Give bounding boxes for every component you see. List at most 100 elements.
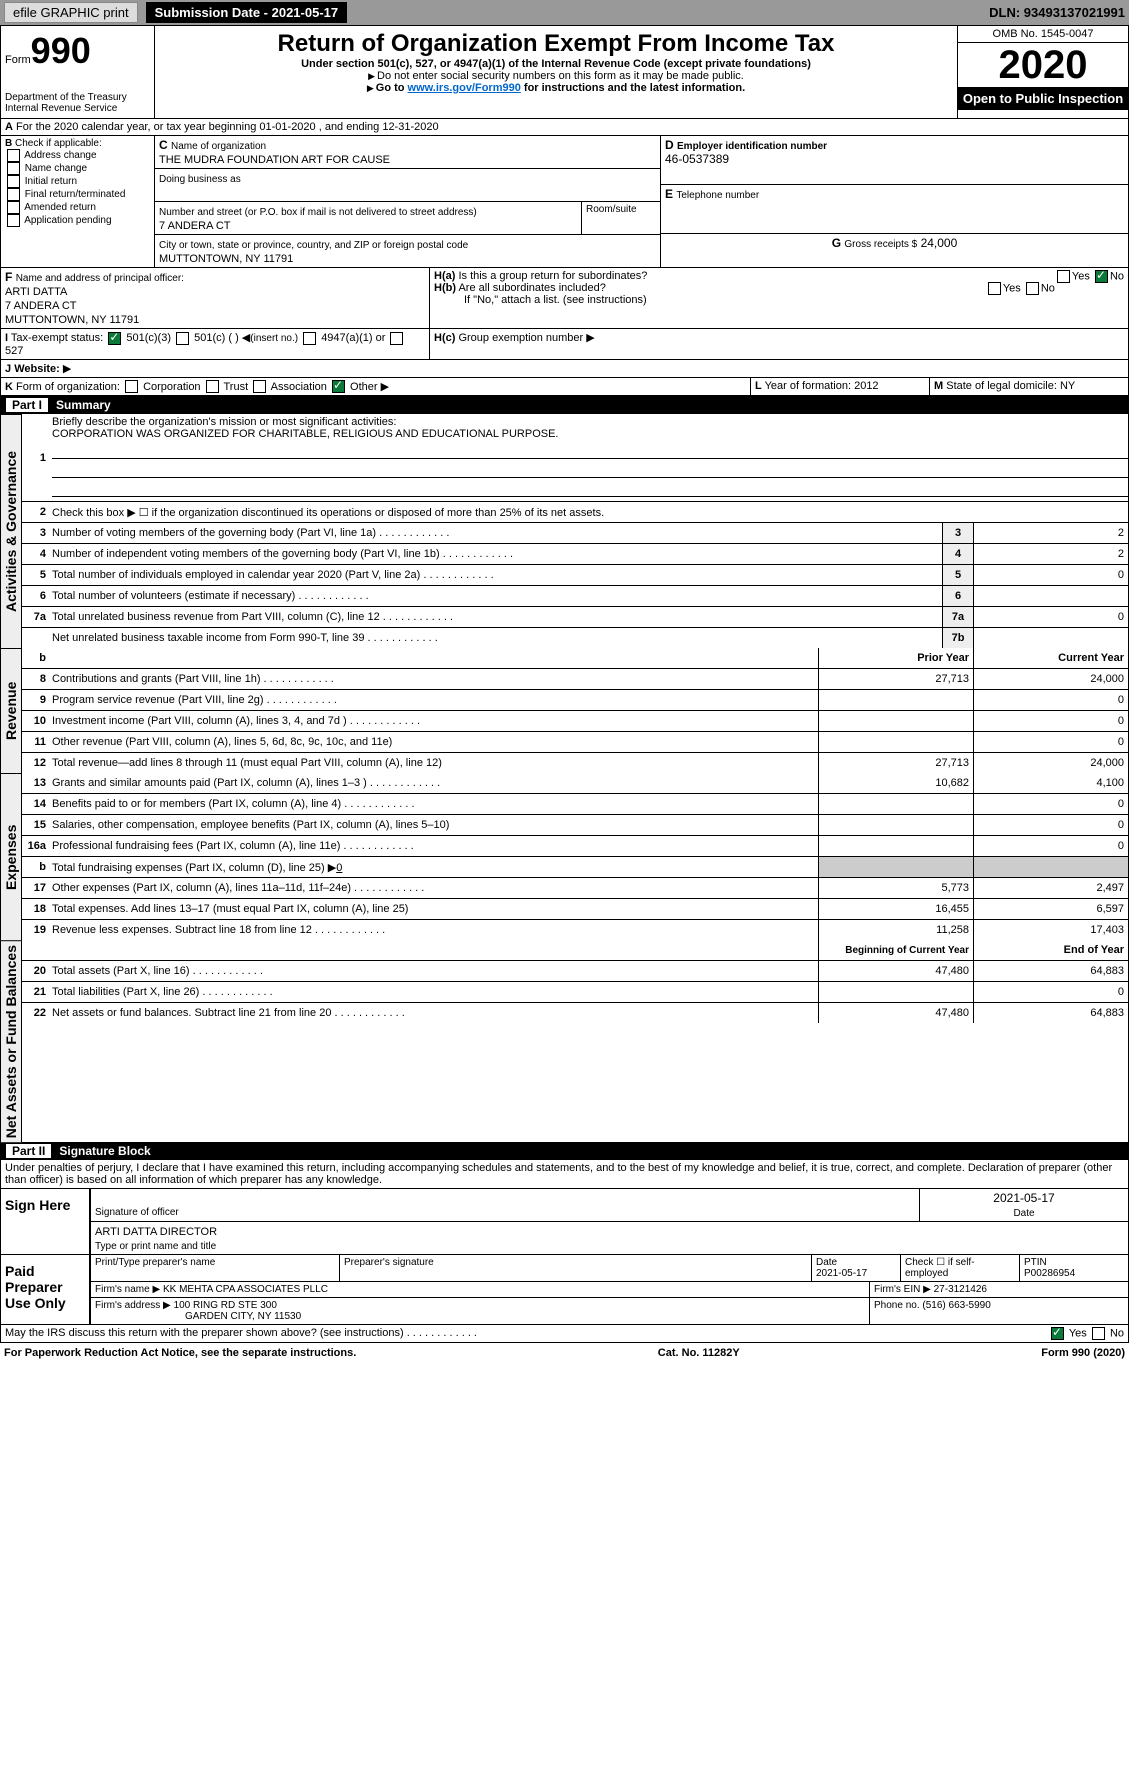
b-label: Check if applicable:: [15, 138, 102, 149]
submission-date: Submission Date - 2021-05-17: [146, 2, 348, 23]
l20: Total assets (Part X, line 16): [52, 963, 818, 979]
l4: Number of independent voting members of …: [52, 546, 942, 562]
l18: Total expenses. Add lines 13–17 (must eq…: [52, 901, 818, 917]
paid-preparer: Paid Preparer Use Only: [1, 1255, 89, 1324]
l6v: [973, 586, 1128, 606]
phone: (516) 663-5990: [922, 1300, 990, 1311]
hb-yes[interactable]: [988, 282, 1001, 295]
m-label: State of legal domicile:: [946, 380, 1057, 392]
state: NY: [1060, 380, 1075, 392]
tax-year: 2020: [958, 43, 1128, 87]
d-label: Employer identification number: [677, 141, 827, 152]
sub3b: for instructions and the latest informat…: [521, 82, 745, 94]
page-footer: For Paperwork Reduction Act Notice, see …: [0, 1343, 1129, 1363]
cb-assoc[interactable]: [253, 380, 266, 393]
addr: 7 ANDERA CT: [159, 220, 231, 232]
l22: Net assets or fund balances. Subtract li…: [52, 1005, 818, 1021]
section-a: For the 2020 calendar year, or tax year …: [16, 121, 439, 133]
faddr-label: Firm's address: [95, 1300, 160, 1311]
officer-city: MUTTONTOWN, NY 11791: [5, 314, 139, 326]
firm-label: Firm's name: [95, 1284, 150, 1295]
cb-init[interactable]: [7, 175, 20, 188]
g-label: Gross receipts $: [844, 239, 917, 250]
side-net: Net Assets or Fund Balances: [0, 940, 22, 1142]
open-public: Open to Public Inspection: [958, 87, 1128, 110]
ein-label: Firm's EIN: [874, 1284, 920, 1295]
cb-amend[interactable]: [7, 201, 20, 214]
part1-bar: Part ISummary: [0, 396, 1129, 414]
l16bv: 0: [336, 862, 342, 874]
sig-date-label: Date: [1013, 1208, 1034, 1219]
year-formation: 2012: [854, 380, 878, 392]
l6: Total number of volunteers (estimate if …: [52, 588, 942, 604]
phone-label: Phone no.: [874, 1300, 920, 1311]
l9: Program service revenue (Part VIII, line…: [52, 692, 818, 708]
firm-ein: 27-3121426: [934, 1284, 987, 1295]
form-header: Form990 Department of the Treasury Inter…: [0, 25, 1129, 119]
dln: DLN: 93493137021991: [989, 5, 1125, 20]
side-expenses: Expenses: [0, 773, 22, 940]
firm-addr: 100 RING RD STE 300: [174, 1300, 277, 1311]
top-bar: efile GRAPHIC print Submission Date - 20…: [0, 0, 1129, 25]
l16b: Total fundraising expenses (Part IX, col…: [52, 862, 336, 874]
firm-addr2: GARDEN CITY, NY 11530: [95, 1311, 301, 1322]
l12: Total revenue—add lines 8 through 11 (mu…: [52, 755, 818, 771]
cb-pending[interactable]: [7, 214, 20, 227]
cb-501c3[interactable]: [108, 332, 121, 345]
ha-no[interactable]: [1095, 270, 1108, 283]
l3v: 2: [973, 523, 1128, 543]
side-revenue: Revenue: [0, 648, 22, 773]
prep-name-label: Print/Type preparer's name: [91, 1255, 340, 1281]
form-title: Return of Organization Exempt From Incom…: [159, 30, 953, 58]
i-label: Tax-exempt status:: [11, 332, 103, 344]
irs-link[interactable]: www.irs.gov/Form990: [408, 82, 521, 94]
cb-other[interactable]: [332, 380, 345, 393]
h-note: If "No," attach a list. (see instruction…: [434, 294, 1124, 306]
cb-final[interactable]: [7, 188, 20, 201]
discuss-yes[interactable]: [1051, 1327, 1064, 1340]
cb-trust[interactable]: [206, 380, 219, 393]
form-version: Form 990 (2020): [1041, 1347, 1125, 1359]
l5: Total number of individuals employed in …: [52, 567, 942, 583]
l21: Total liabilities (Part X, line 26): [52, 984, 818, 1000]
cb-527[interactable]: [390, 332, 403, 345]
ptin: P00286954: [1024, 1268, 1075, 1279]
discuss-no[interactable]: [1092, 1327, 1105, 1340]
l16a: Professional fundraising fees (Part IX, …: [52, 838, 818, 854]
cb-addr[interactable]: [7, 149, 20, 162]
end-year-hdr: End of Year: [973, 940, 1128, 960]
l1: Briefly describe the organization's miss…: [52, 416, 396, 428]
prep-date-label: Date: [816, 1257, 837, 1268]
ha-yes[interactable]: [1057, 270, 1070, 283]
l8: Contributions and grants (Part VIII, lin…: [52, 671, 818, 687]
k-label: Form of organization:: [16, 381, 120, 393]
cb-501c[interactable]: [176, 332, 189, 345]
l7bv: [973, 628, 1128, 648]
l15: Salaries, other compensation, employee b…: [52, 817, 818, 833]
hb-no[interactable]: [1026, 282, 1039, 295]
l2: Check this box ▶ ☐ if the organization d…: [52, 504, 1128, 521]
cb-name[interactable]: [7, 162, 20, 175]
l5v: 0: [973, 565, 1128, 585]
l7av: 0: [973, 607, 1128, 627]
officer-addr: 7 ANDERA CT: [5, 300, 77, 312]
efile-btn[interactable]: efile GRAPHIC print: [4, 2, 138, 23]
officer-name-title: ARTI DATTA DIRECTOR: [95, 1226, 217, 1238]
l10: Investment income (Part VIII, column (A)…: [52, 713, 818, 729]
e-label: Telephone number: [676, 190, 759, 201]
l19: Revenue less expenses. Subtract line 18 …: [52, 922, 818, 938]
omb: OMB No. 1545-0047: [958, 26, 1128, 43]
l1-val: CORPORATION WAS ORGANIZED FOR CHARITABLE…: [52, 428, 558, 440]
l4v: 2: [973, 544, 1128, 564]
cb-4947[interactable]: [303, 332, 316, 345]
subtitle2: Do not enter social security numbers on …: [159, 70, 953, 82]
dba-label: Doing business as: [159, 174, 241, 185]
part2-bar: Part IISignature Block: [0, 1142, 1129, 1160]
side-activities: Activities & Governance: [0, 414, 22, 648]
sign-here: Sign Here: [1, 1189, 89, 1254]
name-label: Type or print name and title: [95, 1241, 216, 1252]
cb-corp[interactable]: [125, 380, 138, 393]
check-self: Check ☐ if self-employed: [901, 1255, 1020, 1281]
gross-receipts: 24,000: [921, 236, 958, 250]
ein: 46-0537389: [665, 152, 729, 166]
